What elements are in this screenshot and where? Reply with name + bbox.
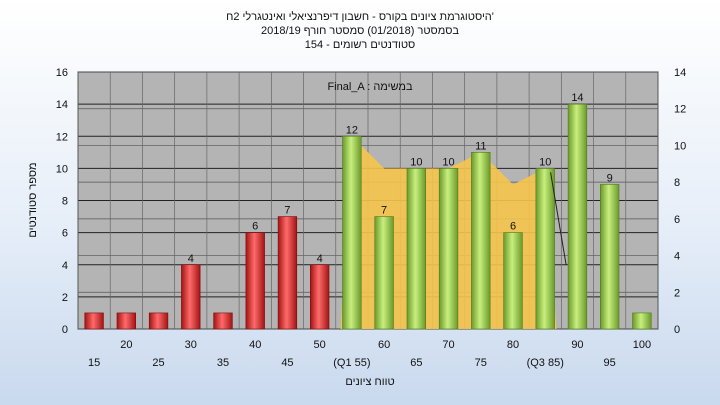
bar-value-label: 6	[252, 221, 258, 233]
bar-series	[84, 103, 652, 330]
y-tick-right: 8	[674, 177, 680, 189]
bar	[213, 312, 233, 330]
bar-value-label: 10	[539, 156, 551, 168]
y-tick-left: 2	[62, 292, 68, 304]
x-tick-label: 90	[571, 339, 583, 351]
y-tick-left: 14	[56, 99, 68, 111]
chart-title: היסטוגרמת ציונים בקורס - חשבון דיפרנציאל…	[226, 10, 494, 51]
title-line-2: בסמסטר (01/2018) סמסטר חורף 2018/19	[261, 25, 459, 37]
y-tick-right: 4	[674, 251, 680, 263]
x-tick-label: 50	[314, 339, 326, 351]
title-line-1: היסטוגרמת ציונים בקורס - חשבון דיפרנציאל…	[226, 10, 494, 23]
y-axis-title: מספר סטודנטים	[27, 162, 39, 237]
bar	[245, 232, 265, 330]
x-tick-label: (Q3 85)	[527, 357, 564, 369]
x-tick-label: 80	[507, 339, 519, 351]
y-axis-left: 0 2 4 6 8 10 12 14 16	[56, 67, 68, 336]
x-tick-label: 45	[281, 357, 293, 369]
bar-value-label: 11	[475, 140, 486, 152]
bar-value-label: 10	[442, 156, 454, 168]
y-tick-right: 6	[674, 214, 680, 226]
bar-value-label: 12	[346, 124, 358, 136]
x-tick-label: 100	[633, 339, 651, 351]
y-tick-right: 10	[674, 140, 686, 152]
y-axis-right: 0 2 4 6 8 10 12 14	[674, 67, 686, 336]
bar-value-label: 7	[284, 205, 290, 217]
y-tick-left: 16	[56, 67, 68, 79]
bar	[438, 168, 459, 330]
x-tick-label: 75	[475, 357, 487, 369]
bar	[374, 216, 394, 330]
bar-value-label: 14	[571, 92, 583, 104]
bar	[84, 312, 104, 330]
y-tick-right: 14	[674, 67, 686, 79]
task-annotation: Final_A : במשימה	[327, 81, 413, 93]
bar	[116, 312, 136, 330]
bar	[406, 168, 426, 330]
bar	[503, 232, 523, 330]
y-tick-right: 0	[674, 324, 680, 336]
bar-value-label: 6	[510, 221, 516, 233]
bar	[600, 184, 620, 330]
bar	[471, 152, 491, 330]
bar	[181, 264, 201, 330]
x-tick-label: 20	[120, 339, 132, 351]
data-labels: 4 6 7 4 12 7 10 10 11 6 10 14 9	[188, 92, 613, 265]
y-tick-left: 4	[62, 260, 68, 272]
x-tick-label: 30	[185, 339, 197, 351]
x-tick-label: (Q1 55)	[333, 357, 370, 369]
bar-value-label: 7	[381, 205, 387, 217]
x-tick-label: 35	[217, 357, 229, 369]
y-tick-left: 6	[62, 228, 68, 240]
bar	[277, 216, 298, 330]
x-tick-label: 40	[249, 339, 261, 351]
bar	[342, 135, 362, 330]
y-tick-left: 0	[62, 324, 68, 336]
y-tick-left: 8	[62, 196, 68, 208]
x-axis-title: טווח ציונים	[345, 376, 394, 388]
bar	[632, 312, 652, 330]
x-tick-label: 95	[604, 357, 616, 369]
x-tick-label: 70	[442, 339, 454, 351]
x-tick-label: 60	[378, 339, 390, 351]
y-tick-right: 2	[674, 287, 680, 299]
bar-value-label: 9	[607, 172, 613, 184]
x-axis: 15 20 25 30 35 40 45 50 (Q1 55) 60 65 70 75 80 (Q3 85)…	[88, 339, 651, 369]
x-tick-label: 15	[88, 357, 100, 369]
x-tick-label: 25	[152, 357, 164, 369]
bar	[535, 168, 555, 330]
bar-value-label: 4	[188, 253, 194, 265]
bar	[148, 312, 169, 330]
y-tick-right: 12	[674, 104, 686, 116]
y-tick-left: 10	[56, 163, 68, 175]
x-tick-label: 65	[410, 357, 422, 369]
bar-value-label: 4	[317, 253, 323, 265]
bar-value-label: 10	[410, 156, 422, 168]
bar	[310, 264, 330, 330]
y-tick-left: 12	[56, 131, 68, 143]
title-line-3: 154 - סטודנטים רשומים	[305, 39, 416, 51]
bar	[567, 103, 588, 330]
quartile-marker-line	[550, 172, 567, 265]
